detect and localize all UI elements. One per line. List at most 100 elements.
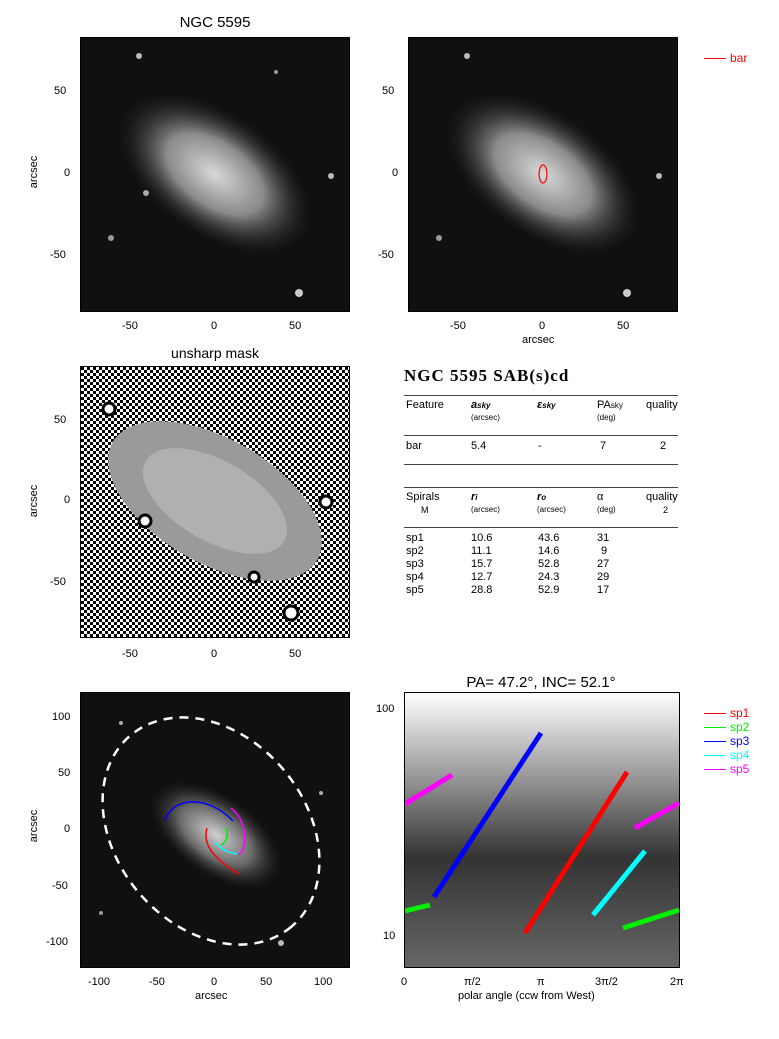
col-header-pa-unit: (deg) (597, 413, 616, 422)
panel-title-ngc5595: NGC 5595 (179, 14, 251, 31)
spiral-trace-sp2 (622, 907, 679, 931)
spiral-sp5 (230, 807, 246, 856)
x-axis-label: arcsec (522, 334, 555, 346)
x-tick-label: 50 (617, 320, 630, 332)
spiral-sp1 (205, 827, 240, 875)
table-rule (404, 464, 678, 465)
bar-row-quality: 2 (660, 440, 667, 452)
spiral-row-alpha: 9 (601, 545, 608, 557)
y-tick-label: 50 (54, 85, 67, 97)
spiral-sp4 (215, 842, 238, 855)
col-header-eps: εsky (537, 399, 556, 411)
spiral-trace-sp4 (591, 849, 647, 917)
spiral-row-name: sp3 (406, 558, 424, 570)
spiral-row-alpha: 27 (597, 558, 610, 570)
table-rule (404, 527, 678, 528)
bar-row-pa: 7 (600, 440, 607, 452)
spiral-trace-sp5 (405, 772, 454, 807)
col-header-alpha: α (597, 491, 604, 503)
spiral-row-alpha: 31 (597, 532, 610, 544)
spiral-row-alpha: 17 (597, 584, 610, 596)
col-header-spirals-m: M (421, 505, 429, 515)
spiral-row-alpha: 29 (597, 571, 610, 583)
legend-label: bar (730, 51, 748, 65)
x-axis-label: polar angle (ccw from West) (458, 990, 595, 1002)
y-tick-label: -50 (378, 249, 394, 261)
x-tick-label: π (537, 976, 545, 988)
legend-swatch (704, 58, 726, 60)
spiral-trace-sp1 (522, 770, 630, 935)
spiral-row-ri: 28.8 (471, 584, 493, 596)
col-header-feature: Feature (406, 399, 444, 411)
x-tick-label: π/2 (464, 976, 481, 988)
col-header-a-text: a (471, 399, 478, 411)
spiral-row-name: sp1 (406, 532, 424, 544)
legend-swatch (704, 727, 726, 729)
x-tick-label: 0 (211, 320, 218, 332)
col-header-eps-sub: sky (542, 401, 556, 410)
spiral-trace-sp5-wrap (633, 800, 679, 831)
x-tick-label: -50 (450, 320, 466, 332)
galaxy-image-panel (80, 37, 350, 312)
col-header-quality: quality (646, 491, 678, 503)
legend-swatch (704, 769, 726, 771)
x-axis-label: arcsec (195, 990, 228, 1002)
legend-swatch (704, 741, 726, 743)
col-header-alpha-unit: (deg) (597, 505, 616, 514)
bar-row-eps: - (538, 440, 542, 452)
y-tick-label: -50 (52, 880, 68, 892)
x-tick-label: 2π (670, 976, 684, 988)
spiral-trace-sp2-wrap (405, 902, 431, 914)
y-tick-label: 0 (64, 167, 71, 179)
spiral-sp3 (164, 801, 234, 822)
legend-label: sp3 (730, 734, 750, 748)
spiral-row-name: sp2 (406, 545, 424, 557)
x-tick-label: 0 (539, 320, 546, 332)
bar-ellipse (538, 164, 548, 184)
col-header-ro-unit: (arcsec) (537, 505, 566, 514)
legend-swatch (704, 713, 726, 715)
unsharp-mask-image (81, 367, 349, 637)
polar-plot-image (405, 693, 679, 967)
polar-plot-panel (404, 692, 680, 968)
y-tick-label: 0 (64, 823, 71, 835)
col-header-eps-text: ε (537, 399, 543, 411)
panel-title-unsharp-mask: unsharp mask (171, 345, 259, 361)
polar-plot-title: PA= 47.2°, INC= 52.1° (466, 674, 616, 691)
col-header-ri: ri (471, 491, 478, 503)
galaxy-bar-image (436, 53, 662, 297)
col-header-ro: ro (537, 491, 546, 503)
col-header-spirals: Spirals (406, 491, 440, 503)
col-header-a: asky (471, 399, 490, 411)
x-tick-label: -50 (149, 976, 165, 988)
table-rule (404, 435, 678, 436)
col-header-ro-sub: o (541, 493, 547, 502)
spiral-row-name: sp5 (406, 584, 424, 596)
spiral-row-ro: 14.6 (538, 545, 560, 557)
col-header-quality: quality (646, 399, 678, 411)
y-tick-label: 10 (383, 930, 396, 942)
spiral-row-ri: 11.1 (471, 545, 492, 557)
col-header-quality-value: 2 (663, 505, 669, 515)
galaxy-bar-panel (408, 37, 678, 312)
legend-sp5: sp5 (704, 762, 749, 776)
y-tick-label: -100 (46, 936, 69, 948)
legend-label: sp5 (730, 762, 750, 776)
col-header-ri-text: r (471, 491, 476, 503)
col-header-pa-sub: sky (610, 401, 623, 410)
y-tick-label: 50 (58, 767, 71, 779)
y-tick-label: 50 (54, 414, 67, 426)
y-axis-label: arcsec (28, 155, 40, 189)
legend-label: sp1 (730, 706, 750, 720)
col-header-pa: PAsky (597, 399, 623, 411)
x-tick-label: 100 (314, 976, 333, 988)
spiral-row-ri: 10.6 (471, 532, 493, 544)
col-header-a-sub: sky (477, 401, 491, 410)
col-header-a-unit: (arcsec) (471, 413, 500, 422)
y-axis-label: arcsec (28, 484, 40, 518)
spiral-row-ro: 52.8 (538, 558, 560, 570)
legend-label: sp2 (730, 720, 750, 734)
x-tick-label: 50 (289, 320, 302, 332)
legend-sp4: sp4 (704, 748, 749, 762)
spiral-sp2 (220, 827, 228, 846)
